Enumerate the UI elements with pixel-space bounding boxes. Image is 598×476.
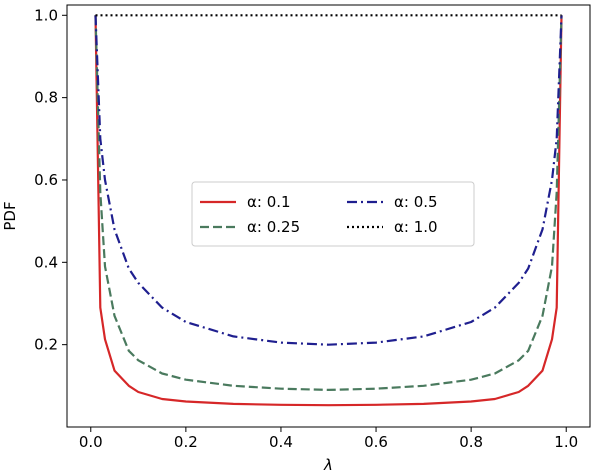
axes-frame	[66, 4, 591, 428]
x-axis-label: λ	[323, 456, 333, 474]
series-line-2	[94, 15, 563, 391]
y-tick-label: 1.0	[34, 6, 58, 24]
y-tick-label: 0.6	[34, 171, 58, 189]
legend-label: α: 0.5	[394, 193, 438, 211]
series-line-1	[94, 15, 563, 407]
x-tick-label: 0.0	[79, 433, 103, 451]
legend-label: α: 0.1	[247, 193, 291, 211]
x-tick-label: 0.2	[174, 433, 198, 451]
legend: α: 0.1 α: 0.25 α: 0.5 α: 1.0	[191, 181, 475, 247]
plot-content	[94, 14, 563, 407]
y-tick-label: 0.2	[34, 336, 58, 354]
legend-label: α: 1.0	[394, 218, 438, 236]
y-tick-label: 0.8	[34, 89, 58, 107]
x-tick-label: 0.4	[269, 433, 293, 451]
x-tick-label: 0.8	[459, 433, 483, 451]
x-tick-label: 0.6	[364, 433, 388, 451]
series-line-3	[94, 15, 563, 346]
x-axis-ticks: 0.0 0.2 0.4 0.6 0.8 1.0	[79, 427, 578, 451]
legend-label: α: 0.25	[247, 218, 300, 236]
x-tick-label: 1.0	[554, 433, 578, 451]
y-tick-label: 0.4	[34, 253, 58, 271]
legend-box	[191, 181, 475, 247]
y-axis-ticks: 0.2 0.4 0.6 0.8 1.0	[34, 6, 67, 354]
y-axis-label: PDF	[1, 201, 19, 230]
